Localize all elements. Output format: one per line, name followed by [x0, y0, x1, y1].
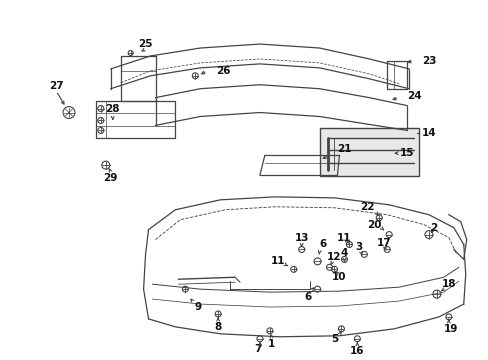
Text: 4: 4	[340, 248, 347, 258]
Text: 11: 11	[337, 233, 351, 243]
Text: 19: 19	[443, 324, 457, 334]
Text: 13: 13	[294, 233, 308, 243]
Text: 6: 6	[318, 239, 325, 249]
Text: 21: 21	[337, 144, 351, 154]
Text: 26: 26	[215, 66, 230, 76]
Text: 12: 12	[326, 252, 341, 262]
Text: 6: 6	[304, 292, 311, 302]
Text: 24: 24	[406, 91, 421, 101]
Text: 28: 28	[105, 104, 120, 113]
FancyBboxPatch shape	[319, 129, 418, 176]
Text: 3: 3	[355, 243, 362, 252]
Text: 16: 16	[349, 346, 364, 356]
Text: 1: 1	[268, 339, 275, 349]
Text: 22: 22	[359, 202, 374, 212]
Text: 23: 23	[421, 56, 435, 66]
Text: 17: 17	[376, 238, 391, 248]
Text: 2: 2	[429, 222, 437, 233]
Text: 25: 25	[138, 39, 153, 49]
Text: 9: 9	[194, 302, 202, 312]
Text: 5: 5	[330, 334, 337, 344]
Text: 14: 14	[421, 129, 435, 138]
Text: 10: 10	[331, 272, 346, 282]
Text: 27: 27	[49, 81, 63, 91]
Text: 20: 20	[366, 220, 381, 230]
Text: 11: 11	[270, 256, 285, 266]
Text: 8: 8	[214, 322, 222, 332]
Text: 18: 18	[441, 279, 455, 289]
Text: 29: 29	[103, 173, 118, 183]
Text: 15: 15	[399, 148, 413, 158]
Text: 7: 7	[254, 344, 261, 354]
